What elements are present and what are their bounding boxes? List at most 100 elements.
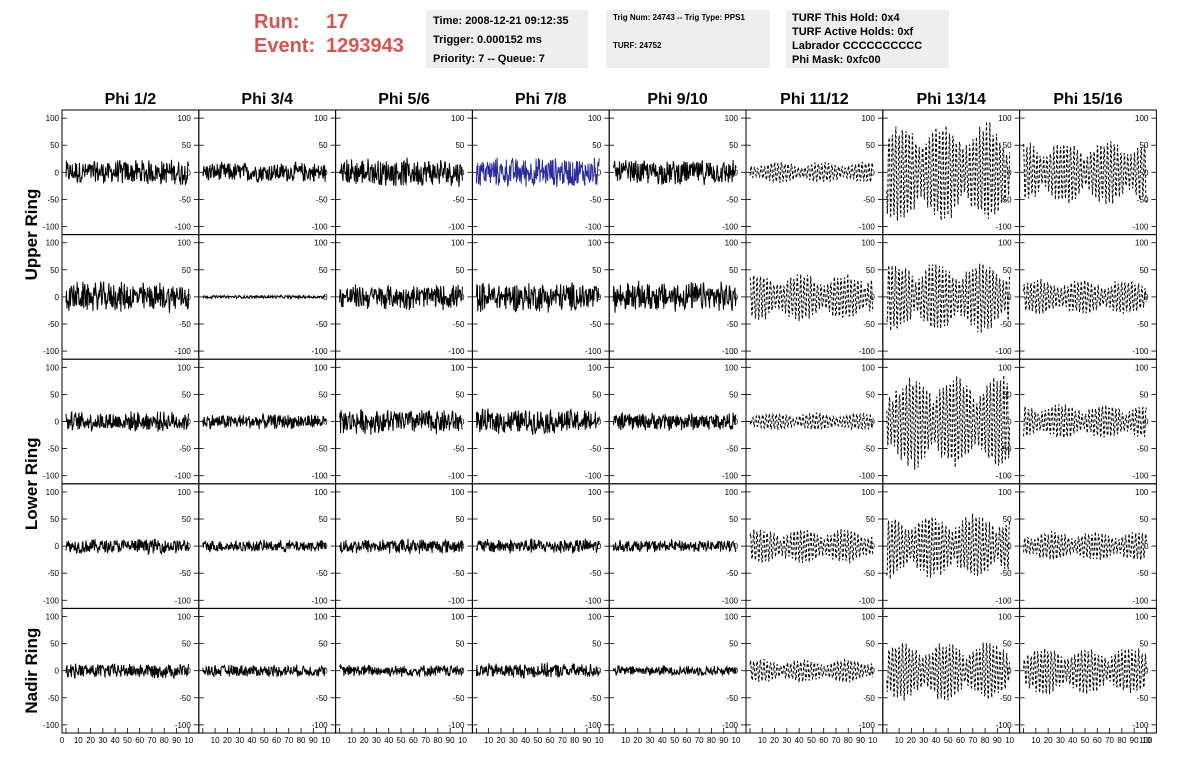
x-tick-label: 10 — [74, 736, 83, 745]
waveform-trace — [202, 294, 326, 301]
x-tick-label: 40 — [521, 736, 530, 745]
x-tick-label: 80 — [981, 736, 990, 745]
y-tick-label: 0 — [597, 542, 602, 551]
y-tick-label: -100 — [859, 596, 876, 605]
y-tick-label: 100 — [314, 613, 328, 622]
column-title: Phi 15/16 — [1053, 91, 1122, 108]
x-tick-label: 10 — [868, 736, 877, 745]
x-tick-label: 10 — [895, 736, 904, 745]
y-tick-label: 50 — [866, 390, 875, 399]
y-tick-label: 0 — [323, 293, 328, 302]
y-tick-label: 0 — [186, 667, 191, 676]
x-tick-label: 50 — [1081, 736, 1090, 745]
y-tick-label: 100 — [1135, 363, 1149, 372]
y-tick-label: -100 — [996, 596, 1013, 605]
y-tick-label: -50 — [316, 320, 328, 329]
y-tick-label: 0 — [1007, 667, 1012, 676]
y-tick-label: 0 — [323, 418, 328, 427]
y-tick-label: 0 — [1144, 418, 1149, 427]
y-tick-label: -100 — [859, 472, 876, 481]
column-title: Phi 5/6 — [378, 91, 430, 108]
y-tick-label: 100 — [177, 239, 191, 248]
y-tick-label: 50 — [592, 141, 601, 150]
y-tick-label: 100 — [861, 613, 875, 622]
y-tick-label: 100 — [46, 363, 60, 372]
y-tick-label: -50 — [47, 694, 59, 703]
y-tick-label: 100 — [46, 239, 60, 248]
y-tick-label: -50 — [316, 195, 328, 204]
x-tick-label: 70 — [832, 736, 841, 745]
y-tick-label: -100 — [312, 347, 329, 356]
y-tick-label: -50 — [179, 694, 191, 703]
y-tick-label: -50 — [726, 445, 738, 454]
y-tick-label: -100 — [175, 596, 192, 605]
y-tick-label: -50 — [863, 195, 875, 204]
y-tick-label: -50 — [863, 320, 875, 329]
x-tick-label: 50 — [260, 736, 269, 745]
y-tick-label: -50 — [726, 569, 738, 578]
y-tick-label: 100 — [1135, 613, 1149, 622]
y-tick-label: 0 — [460, 418, 465, 427]
waveform-trace — [749, 658, 874, 683]
y-tick-label: 50 — [455, 141, 464, 150]
y-tick-label: 0 — [870, 293, 875, 302]
y-tick-label: 100 — [998, 114, 1012, 123]
y-tick-label: 0 — [734, 542, 739, 551]
y-tick-label: 0 — [55, 293, 60, 302]
y-tick-label: -100 — [585, 596, 602, 605]
y-tick-label: 50 — [182, 266, 191, 275]
y-tick-label: 0 — [55, 667, 60, 676]
y-tick-label: 0 — [1144, 542, 1149, 551]
y-tick-label: 0 — [186, 542, 191, 551]
x-tick-label: 30 — [646, 736, 655, 745]
y-tick-label: 50 — [729, 515, 738, 524]
y-tick-label: -50 — [590, 320, 602, 329]
x-tick-label: 80 — [707, 736, 716, 745]
panel-frame — [335, 358, 473, 485]
y-tick-label: 100 — [451, 488, 465, 497]
x-tick-label: 30 — [98, 736, 107, 745]
x-tick-label: 50 — [944, 736, 953, 745]
x-tick-label: 10 — [211, 736, 220, 745]
y-tick-label: 50 — [455, 390, 464, 399]
x-tick-label: 60 — [272, 736, 281, 745]
y-tick-label: -100 — [175, 472, 192, 481]
y-tick-label: -50 — [453, 569, 465, 578]
y-tick-label: 50 — [455, 640, 464, 649]
waveform-trace — [65, 410, 190, 432]
y-tick-label: -100 — [43, 721, 60, 730]
waveform-trace — [475, 408, 600, 435]
x-tick-label: 80 — [160, 736, 169, 745]
y-tick-label: -100 — [585, 222, 602, 231]
y-tick-label: 100 — [998, 613, 1012, 622]
y-tick-label: 50 — [1139, 390, 1148, 399]
x-tick-label: 20 — [497, 736, 506, 745]
y-tick-label: -100 — [43, 596, 60, 605]
y-tick-label: -50 — [47, 445, 59, 454]
column-title: Phi 7/8 — [515, 91, 567, 108]
y-tick-label: 50 — [729, 141, 738, 150]
y-tick-label: -50 — [316, 694, 328, 703]
x-tick-label: 70 — [558, 736, 567, 745]
y-tick-label: 100 — [314, 114, 328, 123]
waveform-trace — [475, 662, 600, 679]
ring-label: Lower Ring — [22, 438, 41, 531]
y-tick-label: -50 — [316, 445, 328, 454]
y-tick-label: -100 — [312, 222, 329, 231]
waveform-trace — [1023, 648, 1147, 695]
y-tick-label: 50 — [50, 515, 59, 524]
y-tick-label: 50 — [866, 640, 875, 649]
waveform-trace — [202, 539, 327, 554]
y-tick-label: 100 — [177, 363, 191, 372]
y-tick-label: -50 — [590, 694, 602, 703]
y-tick-label: -50 — [453, 694, 465, 703]
x-tick-label: 90 — [309, 736, 318, 745]
x-tick-label: 80 — [844, 736, 853, 745]
y-tick-label: 100 — [725, 114, 739, 123]
event-label: Event: — [254, 35, 316, 57]
y-tick-label: 0 — [55, 542, 60, 551]
waveform-trace — [886, 513, 1011, 580]
y-tick-label: -50 — [1000, 320, 1012, 329]
y-tick-label: 50 — [1139, 515, 1148, 524]
waveform-trace — [475, 538, 600, 554]
